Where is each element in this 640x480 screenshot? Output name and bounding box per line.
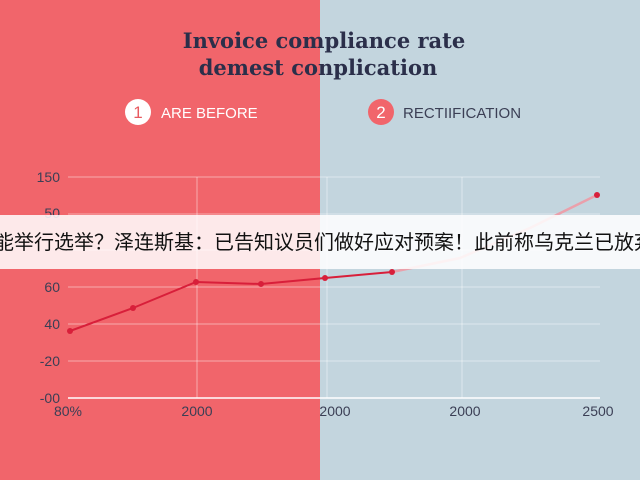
step-label: RECTIIFICATION [403, 105, 521, 122]
y-label: 150 [37, 169, 61, 185]
x-label: 80% [54, 403, 82, 419]
step-number: 1 [133, 103, 142, 122]
banner-text: 能举行选举？泽连斯基：已告知议员们做好应对预案！此前称乌克兰已放弃 [0, 230, 640, 254]
y-label: -20 [40, 353, 60, 369]
news-banner [0, 215, 640, 269]
x-label: 2500 [582, 403, 613, 419]
step-badge [125, 99, 151, 125]
step-badge [368, 99, 394, 125]
step-number: 2 [376, 103, 385, 122]
step-label: ARE BEFORE [161, 105, 258, 122]
x-label: 2000 [319, 403, 350, 419]
y-label: -00 [40, 390, 60, 406]
y-label: 60 [44, 279, 60, 295]
x-label: 2000 [181, 403, 212, 419]
y-label: 40 [44, 316, 60, 332]
title-line: Invoice compliance rate [183, 28, 465, 53]
x-label: 2000 [449, 403, 480, 419]
grid [68, 176, 600, 399]
trend-line [69, 271, 393, 332]
points [67, 192, 600, 334]
title-line: demest conplication [199, 55, 438, 80]
